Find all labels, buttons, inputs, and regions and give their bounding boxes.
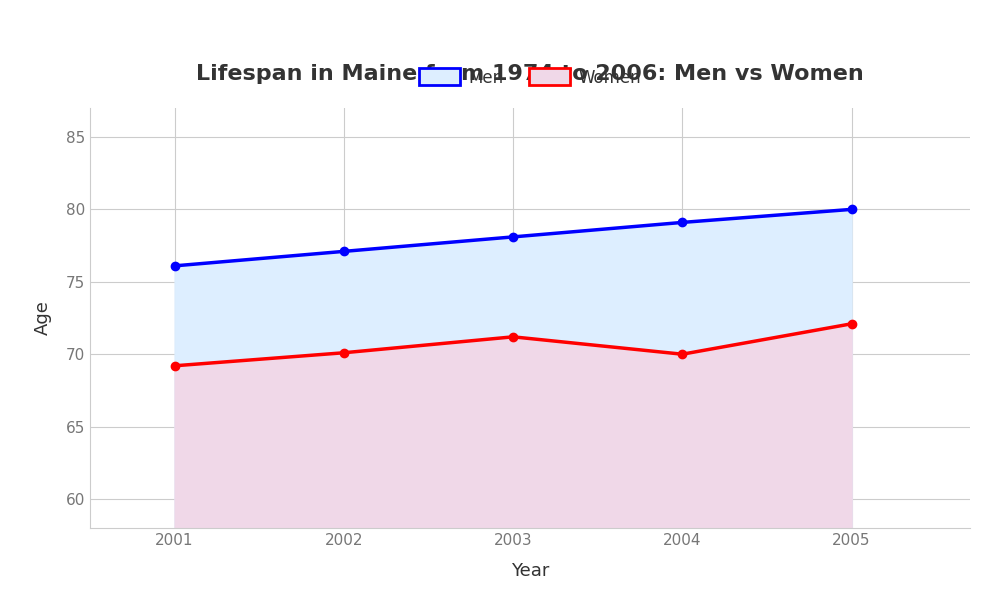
Legend: Men, Women: Men, Women [412,62,648,93]
Y-axis label: Age: Age [34,301,52,335]
X-axis label: Year: Year [511,562,549,580]
Title: Lifespan in Maine from 1974 to 2006: Men vs Women: Lifespan in Maine from 1974 to 2006: Men… [196,64,864,84]
